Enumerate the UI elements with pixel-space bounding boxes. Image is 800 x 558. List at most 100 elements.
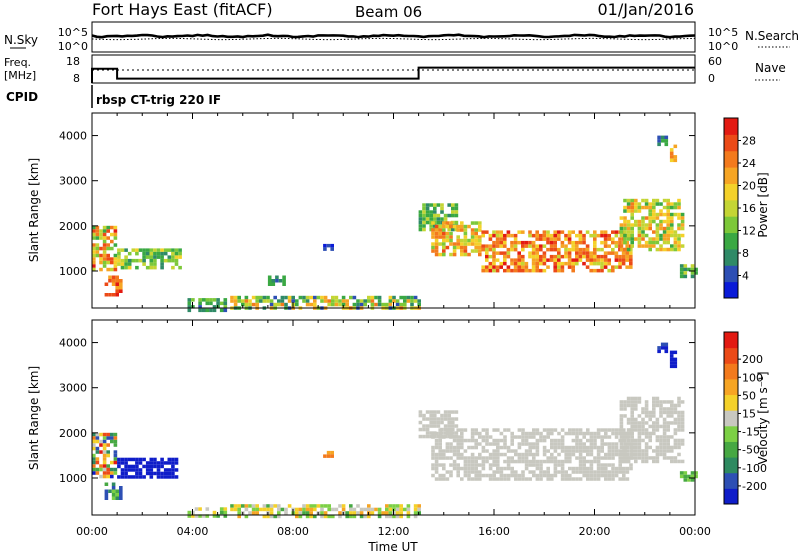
heatmap-cell xyxy=(478,228,482,232)
heatmap-cell xyxy=(535,254,539,259)
heatmap-cell xyxy=(575,477,579,481)
heatmap-cell xyxy=(623,442,627,446)
heatmap-cell xyxy=(485,268,489,273)
heatmap-cell xyxy=(582,459,586,464)
heatmap-cell xyxy=(320,511,324,515)
heatmap-cell xyxy=(474,231,478,236)
heatmap-cell xyxy=(673,230,678,234)
heatmap-cell xyxy=(149,251,154,256)
heatmap-cell xyxy=(611,473,615,478)
heatmap-cell xyxy=(657,142,661,147)
heatmap-cell xyxy=(440,206,444,211)
heatmap-cell xyxy=(120,471,125,476)
heatmap-cell xyxy=(611,456,615,460)
heatmap-cell xyxy=(219,510,224,515)
heatmap-cell xyxy=(619,445,624,450)
heatmap-cell xyxy=(655,459,660,464)
heatmap-cell xyxy=(604,428,608,432)
heatmap-cell xyxy=(575,470,579,474)
heatmap-cell xyxy=(95,446,100,451)
heatmap-cell xyxy=(259,299,263,303)
heatmap-cell xyxy=(438,235,442,239)
heatmap-cell xyxy=(510,473,514,478)
heatmap-cell xyxy=(669,354,674,358)
heatmap-cell xyxy=(496,449,500,453)
heatmap-cell xyxy=(187,301,192,306)
heatmap-cell xyxy=(418,217,423,221)
heatmap-cell xyxy=(102,250,107,254)
heatmap-cell xyxy=(345,299,349,303)
heatmap-cell xyxy=(578,251,583,255)
heatmap-cell xyxy=(356,511,360,515)
heatmap-cell xyxy=(673,407,678,411)
heatmap-cell xyxy=(517,456,522,460)
heatmap-cell xyxy=(662,237,667,241)
heatmap-cell xyxy=(149,461,154,465)
heatmap-cell xyxy=(266,514,270,519)
heatmap-cell xyxy=(492,251,496,255)
heatmap-cell xyxy=(607,258,611,262)
heatmap-cell xyxy=(275,279,279,283)
heatmap-cell xyxy=(532,431,536,436)
heatmap-cell xyxy=(434,224,439,229)
heatmap-cell xyxy=(626,442,631,446)
heatmap-cell xyxy=(623,445,627,450)
heatmap-cell xyxy=(341,299,346,303)
heatmap-cell xyxy=(92,257,96,261)
heatmap-cell xyxy=(156,471,161,476)
heatmap-cell xyxy=(171,248,175,252)
heatmap-cell xyxy=(557,237,561,241)
heatmap-cell xyxy=(460,242,464,246)
heatmap-cell xyxy=(198,301,202,306)
heatmap-cell xyxy=(618,258,622,262)
heatmap-cell xyxy=(623,247,627,252)
heatmap-cell xyxy=(637,219,642,224)
heatmap-cell xyxy=(302,295,306,300)
heatmap-cell xyxy=(578,452,583,457)
heatmap-cell xyxy=(510,435,514,439)
heatmap-cell xyxy=(546,431,550,436)
heatmap-cell xyxy=(117,262,121,266)
heatmap-cell xyxy=(209,301,213,306)
heatmap-cell xyxy=(106,243,110,247)
heatmap-cell xyxy=(198,305,202,309)
heatmap-cell xyxy=(149,471,154,476)
heatmap-cell xyxy=(659,223,663,227)
heatmap-cell xyxy=(425,427,430,432)
heatmap-cell xyxy=(670,205,674,210)
heatmap-cell xyxy=(438,242,442,246)
heatmap-cell xyxy=(662,407,667,411)
heatmap-cell xyxy=(578,258,583,262)
heatmap-cell xyxy=(460,477,464,481)
heatmap-cell xyxy=(422,413,426,418)
heatmap-cell xyxy=(115,282,119,286)
heatmap-cell xyxy=(110,471,114,475)
heatmap-cell xyxy=(623,209,627,213)
heatmap-cell xyxy=(443,431,448,435)
nsky-tick-bottom: 10^0 xyxy=(58,40,88,53)
heatmap-cell xyxy=(690,474,695,479)
heatmap-cell xyxy=(456,470,460,474)
heatmap-cell xyxy=(499,438,504,443)
heatmap-cell xyxy=(553,473,558,478)
x-tick-label: 00:00 xyxy=(76,525,108,538)
heatmap-cell xyxy=(634,202,638,206)
heatmap-cell xyxy=(575,258,579,262)
heatmap-cell xyxy=(388,302,393,307)
heatmap-cell xyxy=(406,299,411,303)
heatmap-cell xyxy=(460,252,464,257)
heatmap-cell xyxy=(463,459,468,464)
heatmap-cell xyxy=(589,268,593,273)
heatmap-cell xyxy=(92,250,96,254)
heatmap-cell xyxy=(607,449,612,453)
heatmap-cell xyxy=(138,248,143,252)
heatmap-cell xyxy=(92,432,96,437)
heatmap-cell xyxy=(478,452,482,457)
heatmap-cell xyxy=(434,470,439,474)
heatmap-cell xyxy=(506,473,511,478)
heatmap-cell xyxy=(532,473,536,478)
beam-title: Beam 06 xyxy=(355,3,422,21)
heatmap-cell xyxy=(607,477,612,481)
heatmap-cell xyxy=(456,238,460,243)
heatmap-cell xyxy=(429,410,433,414)
